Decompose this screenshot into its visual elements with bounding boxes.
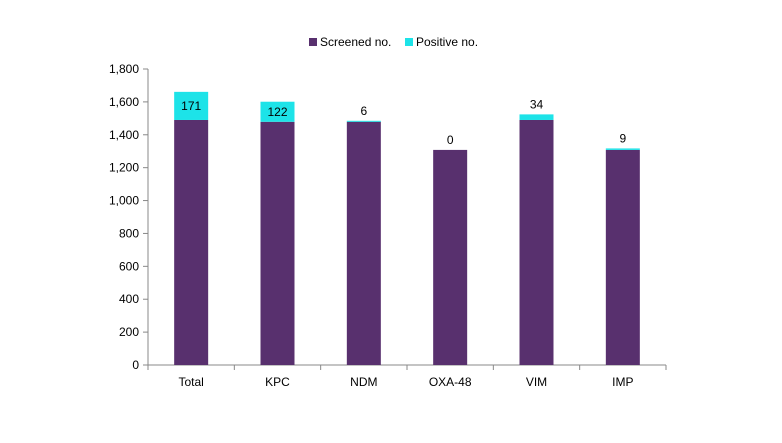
bar-positive <box>260 101 295 122</box>
bar-screened <box>260 121 295 365</box>
legend-label: Screened no. <box>320 35 391 49</box>
y-tick-label: 800 <box>119 226 139 240</box>
data-label: 9 <box>619 131 626 145</box>
x-tick-label: OXA-48 <box>429 375 472 389</box>
data-label: 122 <box>267 105 287 119</box>
bar-positive <box>519 114 554 120</box>
bar-screened <box>174 119 209 365</box>
y-tick-label: 1,200 <box>109 161 139 175</box>
data-label: 34 <box>530 97 544 111</box>
y-tick-label: 200 <box>119 325 139 339</box>
x-tick-label: NDM <box>350 375 377 389</box>
legend: Screened no. Positive no. <box>309 35 478 49</box>
y-tick-label: 400 <box>119 292 139 306</box>
legend-swatch <box>405 38 413 46</box>
x-tick-label: KPC <box>265 375 290 389</box>
data-label: 171 <box>181 99 201 113</box>
bar-screened <box>605 149 640 365</box>
bar-screened <box>346 121 381 365</box>
data-labels: 171 122 6 0 34 9 <box>181 97 626 147</box>
bar-positive <box>174 91 209 120</box>
x-tick-label: VIM <box>526 375 547 389</box>
legend-swatch <box>309 38 317 46</box>
bar-screened <box>519 119 554 365</box>
x-tick-label: IMP <box>612 375 633 389</box>
x-axis: Total KPC NDM OXA-48 VIM IMP <box>147 364 667 389</box>
bars <box>174 91 640 365</box>
x-tick-label: Total <box>178 375 203 389</box>
data-label: 6 <box>360 104 367 118</box>
y-tick-label: 1,000 <box>109 194 139 208</box>
bar-positive <box>605 148 640 150</box>
y-tick-label: 600 <box>119 259 139 273</box>
y-tick-label: 1,800 <box>109 62 139 76</box>
y-tick-label: 1,600 <box>109 95 139 109</box>
y-tick-label: 1,400 <box>109 128 139 142</box>
legend-label: Positive no. <box>416 35 478 49</box>
data-label: 0 <box>447 133 454 147</box>
bar-screened <box>433 149 468 365</box>
y-axis: 0 200 400 600 800 1,000 1,200 1,400 1,600 1,800 <box>109 62 149 372</box>
bar-positive <box>346 120 381 122</box>
y-tick-label: 0 <box>132 358 139 372</box>
